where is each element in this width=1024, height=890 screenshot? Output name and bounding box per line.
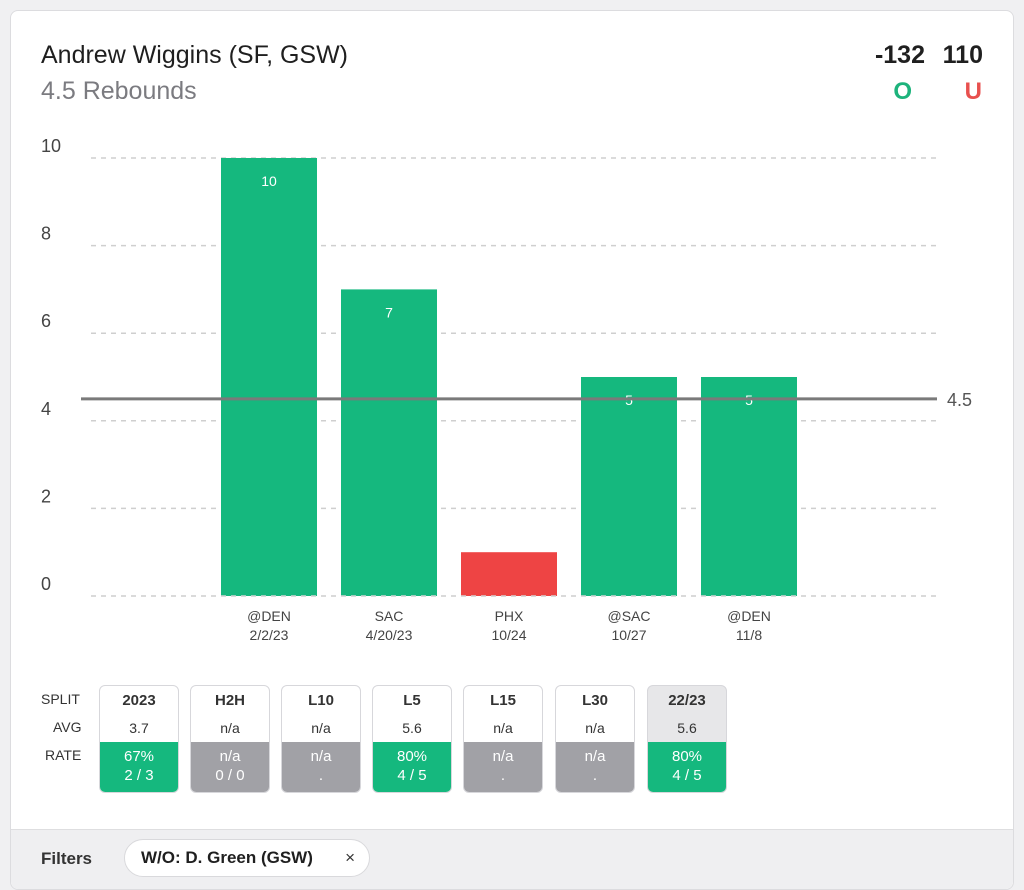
- split-rate-pct: 80%: [671, 748, 703, 765]
- split-rate-pct: n/a: [584, 748, 606, 765]
- split-name: 22/23: [668, 692, 706, 709]
- under-odds[interactable]: 110: [942, 41, 983, 69]
- split-column[interactable]: H2H n/a n/a 0 / 0: [190, 685, 270, 793]
- split-name: 2023: [122, 692, 156, 709]
- split-rate: 80% 4 / 5: [648, 742, 726, 792]
- avg-row-label: AVG: [53, 719, 82, 735]
- split-avg: n/a: [493, 720, 513, 736]
- split-rate: n/a.: [282, 742, 360, 792]
- bar: [581, 377, 677, 596]
- rate-row-label: RATE: [45, 747, 82, 763]
- x-tick-date: 10/27: [611, 627, 646, 643]
- y-tick-label: 8: [41, 224, 51, 244]
- split-rate-fraction: 0 / 0: [215, 767, 245, 784]
- y-tick-label: 2: [41, 486, 51, 506]
- threshold-label: 4.5: [947, 390, 972, 410]
- bar: [341, 289, 437, 596]
- prop-card: Andrew Wiggins (SF, GSW) 4.5 Rebounds -1…: [10, 10, 1014, 890]
- bar-value-label: 7: [385, 304, 393, 320]
- over-odds[interactable]: -132: [874, 41, 925, 69]
- split-avg: 5.6: [402, 720, 422, 736]
- filters-label: Filters: [41, 849, 93, 868]
- split-column[interactable]: L30 n/a n/a.: [555, 685, 635, 793]
- bar: [701, 377, 797, 596]
- split-rate-fraction: .: [592, 767, 598, 784]
- split-avg: 3.7: [129, 720, 149, 736]
- split-name: H2H: [214, 692, 245, 709]
- x-tick-date: 11/8: [736, 627, 762, 643]
- bar-value-label: 10: [261, 173, 277, 189]
- y-tick-label: 4: [41, 399, 51, 419]
- split-rate-pct: n/a: [310, 748, 332, 765]
- split-name: L15: [490, 692, 516, 709]
- split-avg: n/a: [585, 720, 605, 736]
- split-rate-pct: n/a: [219, 748, 241, 765]
- split-rate-fraction: .: [318, 767, 324, 784]
- y-tick-label: 10: [41, 136, 61, 156]
- split-rate-fraction: 4 / 5: [672, 767, 702, 784]
- x-tick-opponent: SAC: [375, 608, 404, 624]
- split-column[interactable]: 2023 3.7 67% 2 / 3: [99, 685, 179, 793]
- split-column[interactable]: L15 n/a n/a.: [463, 685, 543, 793]
- y-tick-label: 0: [41, 574, 51, 594]
- split-rate: n/a 0 / 0: [191, 742, 269, 792]
- split-column[interactable]: L5 5.6 80% 4 / 5: [372, 685, 452, 793]
- split-rate-fraction: 2 / 3: [124, 767, 154, 784]
- split-avg: n/a: [220, 720, 240, 736]
- x-tick-date: 10/24: [491, 627, 526, 643]
- split-rate-pct: n/a: [492, 748, 514, 765]
- player-name: Andrew Wiggins (SF, GSW): [41, 41, 349, 69]
- split-avg: 5.6: [677, 720, 697, 736]
- x-tick-date: 4/20/23: [366, 627, 413, 643]
- split-rate-fraction: .: [500, 767, 506, 784]
- x-tick-opponent: @SAC: [608, 608, 651, 624]
- split-rate-pct: 67%: [123, 748, 155, 765]
- y-tick-label: 6: [41, 311, 51, 331]
- split-rate-fraction: 4 / 5: [397, 767, 427, 784]
- under-label[interactable]: U: [964, 78, 982, 105]
- prop-line: 4.5 Rebounds: [41, 77, 197, 105]
- split-rate: 80% 4 / 5: [373, 742, 451, 792]
- x-tick-opponent: @DEN: [247, 608, 291, 624]
- split-avg: n/a: [311, 720, 331, 736]
- x-tick-opponent: PHX: [495, 608, 524, 624]
- filter-chip-label: W/O: D. Green (GSW): [141, 848, 313, 867]
- split-rate: 67% 2 / 3: [100, 742, 178, 792]
- split-name: L30: [582, 692, 608, 709]
- bar: [461, 552, 557, 596]
- filter-chip[interactable]: W/O: D. Green (GSW) ×: [124, 839, 370, 877]
- x-tick-date: 2/2/23: [250, 627, 289, 643]
- split-column[interactable]: L10 n/a n/a.: [281, 685, 361, 793]
- split-row-label: SPLIT: [41, 691, 80, 707]
- split-rate: n/a.: [464, 742, 542, 792]
- bar: [221, 158, 317, 596]
- split-name: L5: [403, 692, 421, 709]
- split-rate-pct: 80%: [396, 748, 428, 765]
- x-tick-opponent: @DEN: [727, 608, 771, 624]
- close-icon[interactable]: ×: [345, 848, 355, 867]
- split-name: L10: [308, 692, 334, 709]
- over-label[interactable]: O: [893, 78, 912, 105]
- split-column[interactable]: 22/23 5.6 80% 4 / 5: [647, 685, 727, 793]
- rebounds-bar-chart: 024681010@DEN2/2/237SAC4/20/23PHX10/245@…: [41, 136, 972, 643]
- split-rate: n/a.: [556, 742, 634, 792]
- filters-bar: Filters W/O: D. Green (GSW) ×: [11, 829, 1013, 889]
